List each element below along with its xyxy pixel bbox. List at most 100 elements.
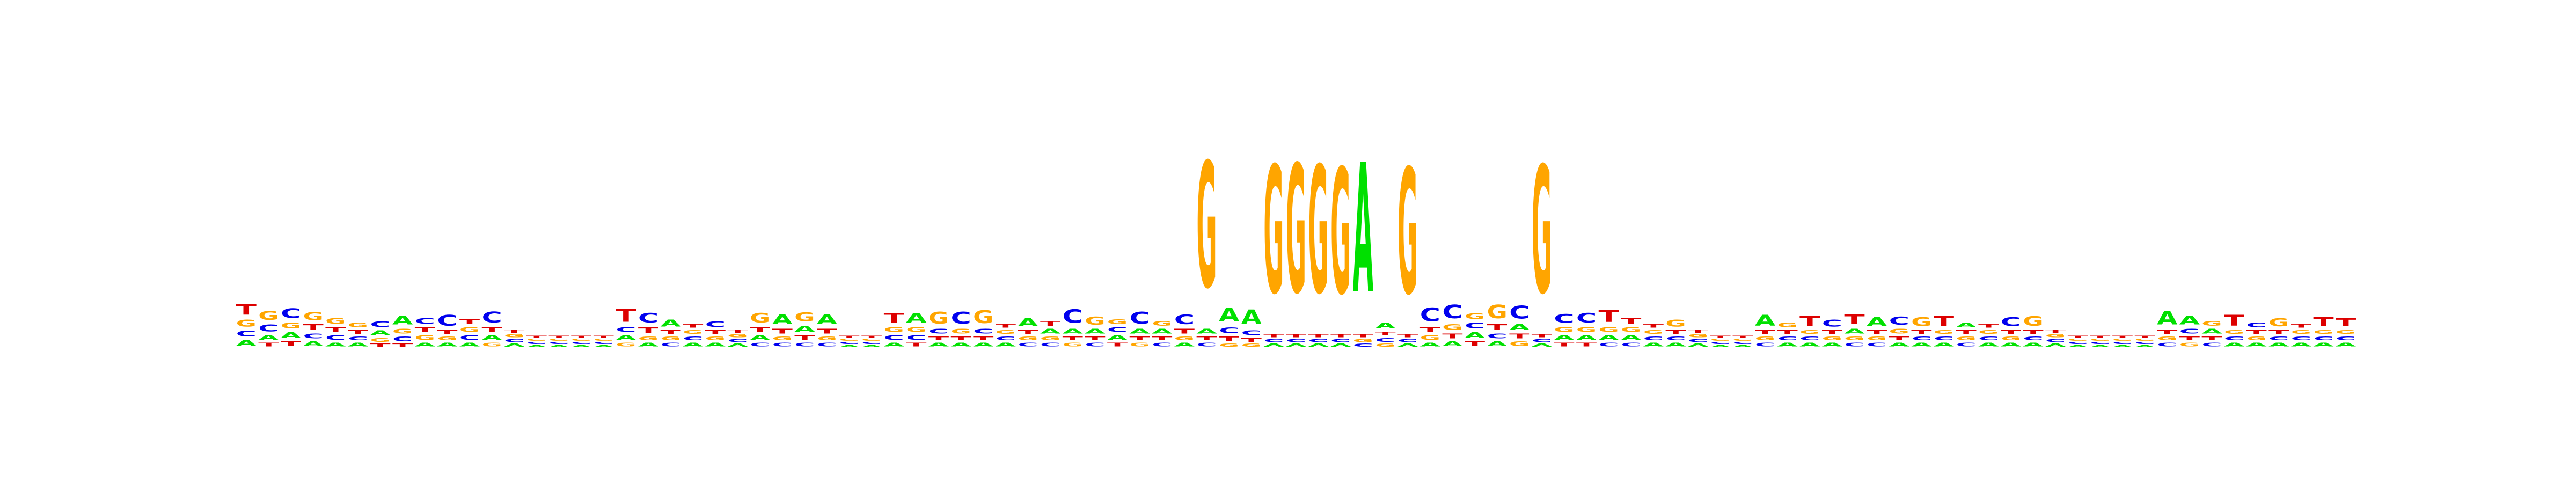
logo-letter-A-pos-54: A: [1420, 342, 1441, 348]
logo-letter-T-pos-83: T: [2068, 335, 2088, 339]
logo-letter-C-pos-73: C: [1844, 341, 1864, 348]
logo-letter-T-pos-27: T: [817, 327, 838, 335]
logo-letter-C-pos-65: C: [1665, 335, 1686, 342]
logo-letter-A-pos-31: A: [906, 311, 927, 326]
logo-letter-A-pos-19: A: [638, 342, 659, 348]
logo-letter-C-pos-62: C: [1599, 341, 1619, 348]
logo-letter-A-pos-24: A: [750, 334, 770, 342]
logo-letter-C-pos-4: C: [303, 332, 324, 340]
logo-letter-C-pos-22: C: [705, 320, 726, 330]
logo-letter-A-pos-35: A: [996, 342, 1016, 348]
logo-letter-C-pos-1: C: [236, 329, 257, 339]
logo-letter-A-pos-80: A: [2001, 342, 2022, 348]
logo-letter-T-pos-17: T: [594, 335, 614, 339]
logo-letter-C-pos-51: C: [1353, 343, 1373, 348]
logo-letter-C-pos-60: C: [1554, 312, 1574, 326]
logo-letter-G-pos-25: G: [772, 335, 793, 342]
logo-letter-G-pos-35: G: [996, 329, 1016, 335]
logo-letter-T-pos-55: T: [1442, 332, 1463, 340]
logo-letter-A-pos-37: A: [1040, 327, 1060, 335]
logo-letter-C-pos-43: C: [1174, 312, 1195, 327]
logo-letter-T-pos-39: T: [1085, 335, 1106, 342]
logo-letter-T-pos-34: T: [973, 335, 994, 342]
logo-letter-C-pos-57: C: [1487, 332, 1507, 340]
logo-letter-A-pos-28: A: [839, 345, 860, 348]
logo-letter-A-pos-32: A: [928, 342, 949, 348]
logo-letter-A-pos-95: A: [2336, 342, 2357, 348]
logo-letter-G-pos-38: G: [1063, 341, 1083, 348]
logo-letter-C-pos-2: C: [258, 323, 279, 334]
logo-letter-T-pos-22: T: [705, 329, 726, 335]
logo-letter-C-pos-55: C: [1442, 301, 1462, 323]
logo-letter-T-pos-72: T: [1822, 329, 1843, 335]
logo-letter-T-pos-71: T: [1799, 313, 1820, 329]
logo-letter-T-pos-74: T: [1867, 329, 1887, 335]
logo-letter-T-pos-12: T: [481, 326, 502, 334]
logo-letter-T-pos-68: T: [1732, 335, 1753, 339]
logo-letter-A-pos-16: A: [571, 345, 592, 348]
logo-letter-G-pos-51: G: [1353, 338, 1373, 343]
logo-letter-C-pos-85: C: [2112, 341, 2133, 345]
logo-letter-G-pos-65: G: [1665, 318, 1686, 329]
logo-letter-T-pos-70: T: [1777, 329, 1798, 335]
logo-letter-T-pos-54: T: [1420, 326, 1441, 334]
logo-letter-C-pos-49: C: [1308, 338, 1328, 343]
logo-letter-G-pos-14: G: [526, 338, 547, 341]
logo-letter-A-pos-34: A: [973, 342, 994, 348]
logo-letter-A-pos-18: A: [616, 334, 636, 342]
logo-letter-G-pos-1: G: [236, 318, 257, 329]
logo-letter-A-pos-9: A: [415, 342, 436, 348]
logo-letter-T-pos-77: T: [1934, 313, 1955, 329]
logo-letter-T-pos-40: T: [1107, 341, 1128, 348]
logo-letter-C-pos-53: C: [1397, 338, 1418, 343]
logo-letter-A-pos-17: A: [594, 345, 614, 348]
logo-letter-A-pos-23: A: [727, 343, 748, 348]
logo-letter-G-pos-69: G: [1755, 335, 1775, 342]
logo-letter-A-pos-13: A: [504, 343, 525, 348]
logo-letter-G-pos-81: G: [2023, 313, 2043, 329]
logo-letter-T-pos-91: T: [2246, 329, 2267, 335]
logo-letter-A-pos-58: A: [1509, 323, 1530, 332]
logo-letter-C-pos-41: C: [1130, 309, 1150, 328]
logo-letter-T-pos-23: T: [727, 329, 748, 334]
logo-letter-G-pos-13: G: [504, 334, 524, 339]
logo-letter-T-pos-65: T: [1665, 329, 1686, 335]
logo-letter-A-pos-62: A: [1599, 334, 1619, 342]
logo-letter-T-pos-94: T: [2313, 315, 2333, 329]
logo-letter-G-pos-17: G: [594, 338, 614, 341]
logo-letter-G-pos-36: G: [1018, 335, 1038, 342]
logo-letter-G-pos-66: G: [1688, 334, 1708, 339]
logo-letter-G-pos-37: G: [1040, 335, 1060, 342]
logo-letter-C-pos-11: C: [459, 334, 480, 341]
logo-letter-A-pos-85: A: [2112, 345, 2133, 348]
logo-letter-T-pos-88: T: [2179, 335, 2200, 342]
logo-letter-T-pos-42: T: [1152, 335, 1173, 342]
logo-letter-G-pos-20: G: [660, 335, 680, 342]
logo-letter-A-pos-50: A: [1330, 343, 1351, 348]
logo-letter-G-pos-30: G: [884, 326, 904, 334]
logo-letter-A-pos-25: A: [772, 312, 793, 328]
logo-letter-T-pos-84: T: [2090, 335, 2110, 339]
logo-letter-C-pos-95: C: [2336, 335, 2356, 342]
logo-letter-C-pos-36: C: [1018, 341, 1038, 348]
logo-letter-G-pos-29: G: [861, 338, 882, 341]
logo-letter-G-pos-8: G: [392, 327, 413, 335]
logo-letter-C-pos-67: C: [1710, 341, 1731, 345]
logo-letter-T-pos-7: T: [370, 343, 391, 348]
logo-letter-A-pos-57: A: [1487, 340, 1507, 348]
logo-letter-T-pos-81: T: [2023, 329, 2044, 335]
logo-letter-T-pos-31: T: [906, 341, 927, 348]
logo-letter-G-pos-22: G: [705, 335, 726, 342]
logo-letter-T-pos-48: T: [1286, 334, 1307, 339]
logo-letter-G-pos-56: G: [1465, 312, 1485, 321]
logo-letter-T-pos-49: T: [1308, 334, 1329, 339]
logo-letter-A-pos-79: A: [1978, 342, 1999, 348]
logo-letter-C-pos-42: C: [1152, 341, 1172, 348]
logo-letter-C-pos-93: C: [2291, 335, 2311, 342]
logo-letter-T-pos-25: T: [772, 327, 793, 335]
logo-letter-T-pos-53: T: [1397, 334, 1418, 339]
logo-letter-G-pos-45: G: [1219, 343, 1239, 348]
logo-letter-G-pos-64: G: [1643, 329, 1664, 335]
logo-letter-G-pos-10: G: [437, 335, 457, 342]
logo-letter-A-pos-86: A: [2134, 345, 2155, 348]
